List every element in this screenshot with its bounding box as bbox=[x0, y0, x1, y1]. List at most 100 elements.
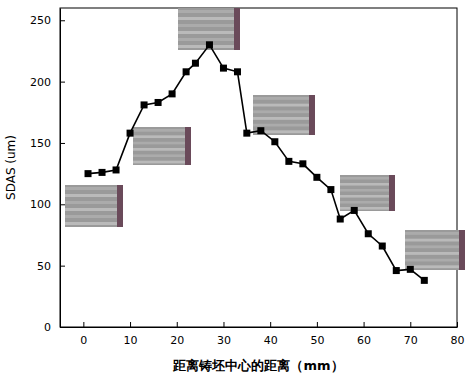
x-tick-label: 30 bbox=[217, 334, 231, 347]
inset-image bbox=[133, 127, 191, 165]
inset-texture bbox=[178, 38, 240, 41]
plot-frame bbox=[60, 8, 457, 327]
insets bbox=[65, 8, 465, 270]
data-point bbox=[299, 160, 306, 167]
data-point bbox=[407, 266, 414, 273]
data-point bbox=[393, 267, 400, 274]
data-point bbox=[141, 101, 148, 108]
y-tick-mark bbox=[60, 20, 65, 21]
y-tick-label: 100 bbox=[30, 198, 51, 211]
inset-texture bbox=[405, 245, 465, 248]
inset-edge bbox=[309, 95, 315, 135]
data-point bbox=[365, 230, 372, 237]
y-tick: 150 bbox=[30, 137, 65, 150]
inset-texture bbox=[65, 208, 123, 211]
x-axis-title: 距离铸坯中心的距离（mm） bbox=[172, 358, 343, 373]
data-point bbox=[99, 169, 106, 176]
y-axis-line bbox=[60, 9, 61, 328]
data-point bbox=[183, 68, 190, 75]
inset-texture bbox=[133, 148, 191, 151]
inset-image bbox=[253, 95, 315, 135]
x-tick: 60 bbox=[357, 322, 371, 347]
data-point bbox=[379, 243, 386, 250]
y-tick-label: 200 bbox=[30, 76, 51, 89]
data-point bbox=[421, 277, 428, 284]
y-tick-label: 0 bbox=[44, 321, 51, 334]
inset-image bbox=[405, 230, 465, 270]
inset-texture bbox=[65, 222, 123, 225]
y-tick-mark bbox=[60, 266, 65, 267]
x-tick: 20 bbox=[170, 322, 184, 347]
inset-texture bbox=[133, 161, 191, 164]
data-point bbox=[113, 166, 120, 173]
inset-texture bbox=[65, 201, 123, 204]
data-point bbox=[285, 158, 292, 165]
x-tick-label: 70 bbox=[404, 334, 418, 347]
micrograph-inset bbox=[133, 127, 191, 165]
y-tick-mark bbox=[60, 327, 65, 328]
inset-texture bbox=[253, 104, 315, 107]
x-tick-label: 40 bbox=[264, 334, 278, 347]
y-tick: 50 bbox=[37, 260, 65, 273]
inset-texture bbox=[65, 187, 123, 190]
inset-edge bbox=[389, 175, 395, 211]
y-tick: 100 bbox=[30, 198, 65, 211]
data-point bbox=[169, 90, 176, 97]
inset-texture bbox=[340, 183, 395, 186]
x-tick-mark bbox=[410, 322, 411, 327]
inset-texture bbox=[253, 110, 315, 113]
inset-texture bbox=[178, 24, 240, 27]
y-axis-title: SDAS (um) bbox=[4, 135, 18, 200]
inset-image bbox=[340, 175, 395, 211]
x-tick: 30 bbox=[217, 322, 231, 347]
x-tick-mark bbox=[83, 322, 84, 327]
x-tick-mark bbox=[317, 322, 318, 327]
y-tick: 250 bbox=[30, 14, 65, 27]
inset-texture bbox=[65, 215, 123, 218]
x-tick-mark bbox=[223, 322, 224, 327]
x-tick-mark bbox=[130, 322, 131, 327]
inset-texture bbox=[178, 10, 240, 13]
y-tick-mark bbox=[60, 82, 65, 83]
y-tick-mark bbox=[60, 143, 65, 144]
inset-texture bbox=[65, 194, 123, 197]
x-tick-mark bbox=[457, 322, 458, 327]
plot: 01020304050607080050100150200250 bbox=[30, 8, 465, 347]
y-tick-label: 50 bbox=[37, 260, 51, 273]
x-tick-label: 80 bbox=[451, 334, 465, 347]
inset-texture bbox=[253, 117, 315, 120]
micrograph-inset bbox=[253, 95, 315, 135]
inset-texture bbox=[253, 124, 315, 127]
data-point bbox=[313, 174, 320, 181]
micrograph-inset bbox=[65, 185, 123, 227]
inset-texture bbox=[178, 31, 240, 34]
x-tick-label: 20 bbox=[170, 334, 184, 347]
inset-texture bbox=[340, 189, 395, 192]
data-point bbox=[337, 216, 344, 223]
inset-texture bbox=[405, 252, 465, 255]
inset-texture bbox=[178, 17, 240, 20]
data-point bbox=[192, 60, 199, 67]
x-axis: 01020304050607080 bbox=[61, 322, 465, 347]
x-tick: 80 bbox=[451, 322, 465, 347]
inset-texture bbox=[340, 177, 395, 180]
inset-texture bbox=[133, 129, 191, 132]
x-tick-label: 0 bbox=[80, 334, 87, 347]
data-point bbox=[127, 130, 134, 137]
inset-edge bbox=[234, 8, 240, 50]
inset-texture bbox=[133, 154, 191, 157]
y-tick-label: 250 bbox=[30, 14, 51, 27]
data-point bbox=[220, 65, 227, 72]
series-line bbox=[88, 45, 424, 281]
x-tick-mark bbox=[177, 322, 178, 327]
inset-texture bbox=[340, 201, 395, 204]
x-tick: 0 bbox=[80, 322, 87, 347]
inset-edge bbox=[459, 230, 465, 270]
inset-edge bbox=[117, 185, 123, 227]
x-tick: 40 bbox=[264, 322, 278, 347]
inset-texture bbox=[405, 259, 465, 262]
x-axis-line bbox=[61, 327, 458, 328]
inset-texture bbox=[405, 232, 465, 235]
inset-texture bbox=[253, 97, 315, 100]
x-tick-mark bbox=[364, 322, 365, 327]
